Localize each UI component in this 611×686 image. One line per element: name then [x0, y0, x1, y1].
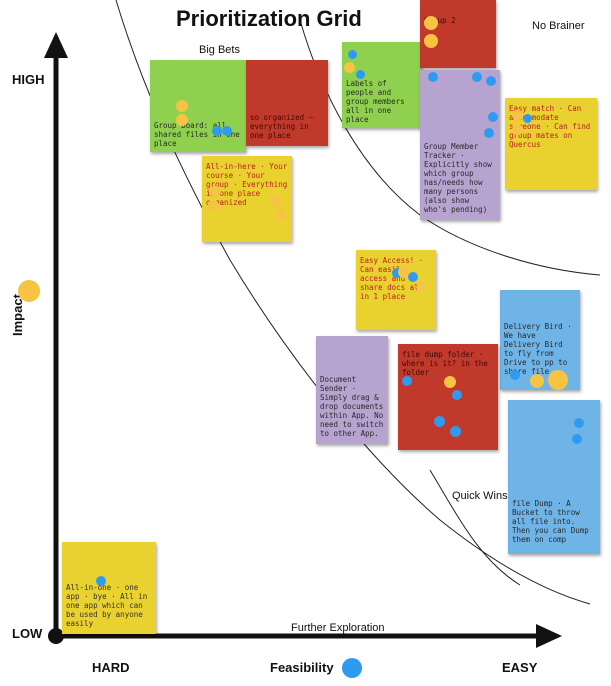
yellow-vote-dot	[176, 114, 188, 126]
region-label-further-exploration: Further Exploration	[291, 622, 385, 634]
blue-vote-dot	[450, 426, 461, 437]
blue-vote-dot	[574, 418, 584, 428]
sticky-note-document-sender: Document Sender · Simply drag & drop doc…	[316, 336, 388, 444]
impact-yellow-dot-legend	[18, 280, 40, 302]
x-axis-hard-label: HARD	[92, 660, 130, 675]
region-label-quick-wins: Quick Wins	[452, 490, 508, 502]
sticky-note-all-in-one: All-in-one · one app · bye · All in one …	[62, 542, 156, 634]
yellow-vote-dot	[270, 196, 281, 207]
sticky-note-text: Group 2	[424, 16, 456, 25]
y-axis-low-label: LOW	[12, 626, 43, 641]
yellow-vote-dot	[444, 376, 456, 388]
x-axis-easy-label: EASY	[502, 660, 538, 675]
sticky-note-text: Easy match · Can accommodate someone · C…	[509, 104, 591, 149]
blue-vote-dot	[488, 112, 498, 122]
blue-vote-dot	[484, 128, 494, 138]
sticky-note-text: Easy Access! · Can easily access and sha…	[360, 256, 424, 301]
blue-vote-dot	[222, 126, 232, 136]
region-label-big-bets: Big Bets	[199, 44, 240, 56]
blue-vote-dot	[572, 434, 582, 444]
sticky-note-find-groupmates: Easy match · Can accommodate someone · C…	[505, 98, 597, 190]
x-axis-arrow	[536, 624, 562, 648]
blue-vote-dot	[523, 114, 532, 123]
blue-vote-dot	[348, 50, 357, 59]
yellow-vote-dot	[176, 100, 188, 112]
y-axis-high-label: HIGH	[12, 72, 45, 87]
feasibility-blue-dot-legend	[342, 658, 362, 678]
y-axis-arrow	[44, 32, 68, 58]
sticky-note-group-member-tracker: Group Member Tracker · Explicitly show w…	[420, 70, 500, 220]
yellow-vote-dot	[512, 110, 523, 121]
sticky-note-text: Labels of people and group members all i…	[346, 79, 405, 124]
blue-vote-dot	[212, 126, 222, 136]
blue-vote-dot	[402, 376, 412, 386]
sticky-note-all-in-here: All-in-here · Your course · Your group ·…	[202, 156, 292, 242]
sticky-note-text: Delivery Bird · We have Delivery Bird to…	[504, 322, 572, 376]
yellow-vote-dot	[530, 374, 544, 388]
blue-vote-dot	[452, 390, 462, 400]
blue-vote-dot	[510, 370, 520, 380]
sticky-note-so-organized: so organized — everything in one place	[246, 60, 328, 146]
sticky-note-text: Group board: all shared files in one pla…	[154, 121, 240, 148]
blue-vote-dot	[408, 272, 418, 282]
yellow-vote-dot	[208, 200, 219, 211]
blue-vote-dot	[434, 416, 445, 427]
sticky-note-text: file dump folder · where is it? in the f…	[402, 350, 488, 377]
sticky-note-text: so organized — everything in one place	[250, 113, 314, 140]
blue-vote-dot	[486, 76, 496, 86]
yellow-vote-dot	[424, 16, 438, 30]
yellow-vote-dot	[210, 186, 221, 197]
region-label-no-brainer: No Brainer	[532, 20, 585, 32]
sticky-note-text: Group Member Tracker · Explicitly show w…	[424, 142, 492, 214]
blue-vote-dot	[392, 268, 402, 278]
yellow-vote-dot	[512, 124, 523, 135]
sticky-note-file-dump-bucket: file Dump · A Bucket to throw all file i…	[508, 400, 600, 554]
yellow-vote-dot	[344, 62, 355, 73]
yellow-vote-dot	[275, 210, 286, 221]
yellow-vote-dot	[398, 266, 410, 278]
sticky-note-file-dump-folder: file dump folder · where is it? in the f…	[398, 344, 498, 450]
page-title: Prioritization Grid	[176, 6, 362, 31]
sticky-note-text: All-in-here · Your course · Your group ·…	[206, 162, 288, 207]
sticky-note-text: All-in-one · one app · bye · All in one …	[66, 583, 148, 628]
sticky-note-text: Document Sender · Simply drag & drop doc…	[320, 375, 384, 438]
x-axis-title: Feasibility	[270, 660, 334, 675]
sticky-note-group-board: Group board: all shared files in one pla…	[150, 60, 246, 152]
yellow-vote-dot	[424, 34, 438, 48]
divider-curve-quick-wins	[429, 469, 521, 586]
blue-vote-dot	[96, 576, 106, 586]
yellow-vote-dot	[548, 370, 568, 390]
sticky-note-text: file Dump · A Bucket to throw all file i…	[512, 499, 589, 544]
blue-vote-dot	[472, 72, 482, 82]
blue-vote-dot	[356, 70, 365, 79]
blue-vote-dot	[428, 72, 438, 82]
origin-dot	[48, 628, 64, 644]
yellow-vote-dot	[416, 282, 426, 292]
